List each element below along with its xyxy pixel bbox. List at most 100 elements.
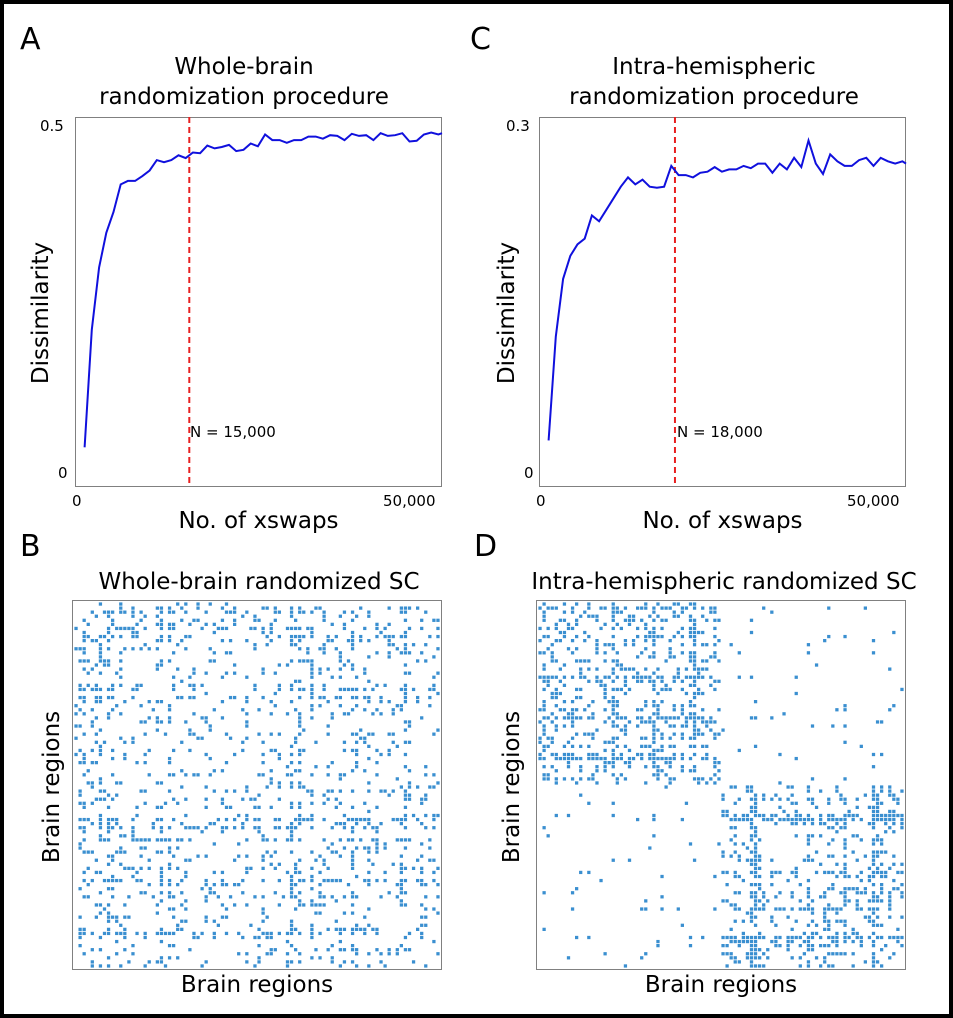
matrix-cell	[713, 634, 717, 639]
matrix-cell	[289, 805, 294, 809]
matrix-cell	[119, 846, 123, 850]
matrix-cell	[143, 964, 147, 968]
matrix-cell	[652, 732, 656, 736]
matrix-cell	[684, 724, 689, 728]
matrix-cell	[888, 785, 892, 789]
matrix-cell	[896, 813, 900, 818]
panel-c-xlabel: No. of xswaps	[642, 508, 803, 534]
matrix-cell	[261, 838, 265, 842]
matrix-cell	[330, 789, 334, 793]
panel-letter-d: D	[474, 529, 498, 564]
matrix-cell	[713, 765, 717, 769]
matrix-cell	[664, 761, 668, 765]
matrix-cell	[261, 667, 265, 671]
matrix-cell	[733, 801, 737, 805]
matrix-cell	[342, 622, 347, 626]
matrix-cell	[346, 838, 351, 842]
matrix-cell	[737, 939, 741, 944]
matrix-cell	[875, 809, 880, 814]
matrix-cell	[106, 716, 111, 720]
matrix-cell	[701, 720, 705, 724]
matrix-cell	[875, 935, 880, 940]
matrix-cell	[285, 826, 290, 830]
matrix-cell	[753, 899, 758, 903]
matrix-cell	[355, 895, 359, 899]
matrix-cell	[855, 813, 859, 818]
matrix-cell	[436, 911, 440, 915]
matrix-cell	[310, 667, 314, 671]
matrix-cell	[871, 862, 876, 866]
panel-a-ylabel: Dissimilarity	[28, 241, 54, 385]
matrix-cell	[753, 915, 758, 919]
matrix-cell	[371, 838, 375, 842]
matrix-cell	[387, 748, 391, 753]
matrix-cell	[143, 935, 147, 940]
matrix-cell	[82, 801, 86, 805]
matrix-cell	[106, 793, 111, 797]
matrix-cell	[664, 618, 668, 622]
matrix-cell	[875, 817, 880, 822]
matrix-cell	[204, 622, 208, 626]
panel-b-connectivity-matrix	[74, 602, 440, 968]
matrix-cell	[851, 964, 855, 968]
matrix-cell	[131, 634, 135, 639]
matrix-cell	[436, 647, 440, 651]
matrix-cell	[855, 887, 859, 891]
matrix-cell	[615, 756, 619, 761]
matrix-cell	[575, 781, 579, 785]
matrix-cell	[705, 659, 709, 663]
matrix-cell	[692, 634, 697, 639]
matrix-cell	[770, 610, 774, 614]
matrix-cell	[367, 878, 371, 883]
matrix-cell	[575, 935, 579, 940]
matrix-cell	[619, 687, 623, 692]
matrix-cell	[350, 948, 355, 952]
matrix-cell	[159, 826, 164, 830]
matrix-cell	[652, 687, 656, 692]
matrix-cell	[346, 687, 351, 692]
matrix-cell	[680, 724, 684, 728]
matrix-cell	[863, 891, 867, 895]
matrix-cell	[237, 883, 241, 887]
matrix-cell	[692, 704, 697, 708]
matrix-cell	[680, 817, 684, 822]
matrix-cell	[261, 911, 265, 915]
matrix-cell	[827, 903, 831, 907]
matrix-cell	[847, 887, 851, 891]
panel-c-threshold-label: N = 18,000	[677, 423, 763, 441]
matrix-cell	[212, 708, 216, 712]
matrix-cell	[184, 874, 188, 879]
matrix-cell	[550, 740, 554, 744]
matrix-cell	[570, 610, 575, 614]
matrix-cell	[285, 838, 290, 842]
matrix-cell	[538, 708, 542, 712]
figure-canvas: A Whole-brain randomization procedure Di…	[4, 4, 949, 1014]
matrix-cell	[648, 679, 652, 683]
matrix-cell	[595, 728, 599, 732]
matrix-cell	[554, 724, 558, 728]
matrix-cell	[688, 683, 693, 687]
matrix-cell	[770, 915, 774, 919]
matrix-cell	[644, 602, 648, 606]
matrix-cell	[420, 618, 424, 622]
matrix-cell	[395, 817, 399, 822]
matrix-cell	[591, 752, 595, 757]
matrix-cell	[692, 736, 697, 740]
matrix-cell	[245, 813, 249, 818]
matrix-cell	[86, 850, 90, 854]
matrix-cell	[623, 606, 628, 610]
matrix-cell	[294, 708, 298, 712]
matrix-cell	[111, 683, 115, 687]
matrix-cell	[595, 667, 599, 671]
matrix-cell	[892, 935, 896, 940]
matrix-cell	[786, 878, 790, 883]
matrix-cell	[318, 870, 322, 875]
matrix-cell	[778, 870, 782, 875]
matrix-cell	[660, 874, 664, 879]
matrix-cell	[725, 935, 729, 940]
matrix-cell	[111, 858, 115, 862]
matrix-cell	[318, 667, 322, 671]
matrix-cell	[98, 700, 103, 704]
matrix-cell	[155, 931, 159, 936]
matrix-cell	[819, 964, 823, 968]
